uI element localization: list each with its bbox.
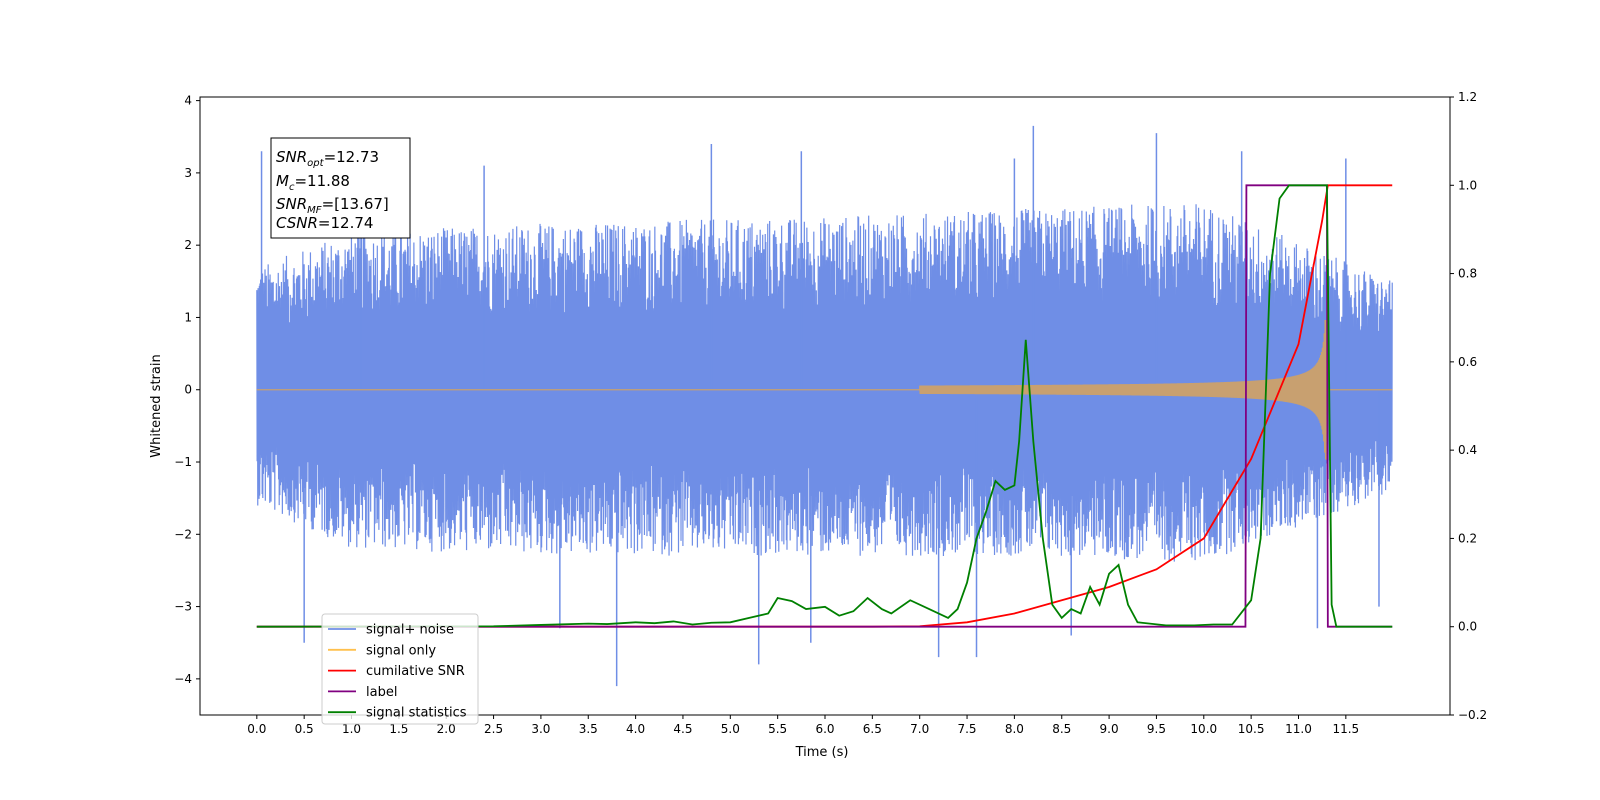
legend-label: signal statistics <box>366 706 467 721</box>
x-tick-label: 6.0 <box>815 722 834 736</box>
y-tick-label-right: 0.2 <box>1458 531 1477 545</box>
x-tick-label: 7.5 <box>957 722 976 736</box>
y-tick-label-right: 0.8 <box>1458 267 1477 281</box>
annotation-line-snr-mf: SNRMF=[13.67] <box>276 195 389 216</box>
y-tick-label-right: 0.4 <box>1458 443 1477 457</box>
y-tick-label-right: 0.0 <box>1458 620 1477 634</box>
y-tick-label-left: 0 <box>184 383 192 397</box>
metrics-annotation: SNRopt=12.73 Mc=11.88 SNRMF=[13.67] CSNR… <box>270 137 411 239</box>
y-axis-label-left: Whitened strain <box>149 354 164 457</box>
annotation-line-snr-opt: SNRopt=12.73 <box>276 148 379 169</box>
x-ticks: 0.0 0.5 1.0 1.5 2.0 2.5 3.0 3.5 4.0 4.5 5.0 5.5 6.0 6… <box>247 715 1359 736</box>
x-tick-label: 8.0 <box>1005 722 1024 736</box>
y-tick-label-left: 4 <box>184 94 192 108</box>
y-tick-label-right: 0.6 <box>1458 355 1477 369</box>
y-tick-label-left: 1 <box>184 310 192 324</box>
y-tick-label-left: 2 <box>184 238 192 252</box>
x-tick-label: 1.5 <box>389 722 408 736</box>
legend: signal+ noise signal only cumilative SNR la… <box>321 613 479 725</box>
annotation-line-mc: Mc=11.88 <box>276 172 350 193</box>
x-tick-label: 5.5 <box>768 722 787 736</box>
y-tick-label-left: 3 <box>184 166 192 180</box>
x-tick-label: 3.5 <box>579 722 598 736</box>
y-tick-label-left: −1 <box>174 455 192 469</box>
series-signal-statistics <box>256 184 1393 628</box>
series-signal-only <box>256 319 1393 460</box>
legend-label: signal only <box>366 643 436 658</box>
x-tick-label: 1.0 <box>342 722 361 736</box>
annotation-line-csnr: CSNR=12.74 <box>276 214 373 232</box>
x-tick-label: 10.0 <box>1190 722 1217 736</box>
y-tick-label-left: −3 <box>174 600 192 614</box>
x-tick-label: 9.0 <box>1100 722 1119 736</box>
x-tick-label: 10.5 <box>1238 722 1265 736</box>
x-tick-label: 0.5 <box>295 722 314 736</box>
x-tick-label: 4.0 <box>626 722 645 736</box>
series-layer <box>256 125 1393 687</box>
x-tick-label: 9.5 <box>1147 722 1166 736</box>
x-tick-label: 11.5 <box>1332 722 1359 736</box>
x-tick-label: 6.5 <box>863 722 882 736</box>
series-signal-noise <box>256 204 1393 562</box>
y-tick-label-right: −0.2 <box>1458 708 1487 722</box>
x-tick-label: 2.0 <box>437 722 456 736</box>
y-ticks-right: 1.2 1.0 0.8 0.6 0.4 0.2 0.0 −0.2 <box>1450 90 1487 722</box>
x-tick-label: 5.0 <box>721 722 740 736</box>
x-tick-label: 4.5 <box>673 722 692 736</box>
legend-label: cumilative SNR <box>366 664 465 679</box>
y-tick-label-right: 1.2 <box>1458 90 1477 104</box>
y-tick-label-left: −4 <box>174 672 192 686</box>
x-tick-label: 11.0 <box>1285 722 1312 736</box>
x-tick-label: 8.5 <box>1052 722 1071 736</box>
y-ticks-left: 4 3 2 1 0 −1 −2 −3 −4 <box>174 94 200 686</box>
x-tick-label: 2.5 <box>484 722 503 736</box>
legend-label: label <box>366 685 397 700</box>
y-tick-label-right: 1.0 <box>1458 178 1477 192</box>
legend-label: signal+ noise <box>366 623 454 638</box>
x-tick-label: 7.0 <box>910 722 929 736</box>
x-tick-label: 0.0 <box>247 722 266 736</box>
series-cumilative-snr <box>256 184 1393 628</box>
x-tick-label: 3.0 <box>531 722 550 736</box>
x-axis-label: Time (s) <box>795 745 849 760</box>
y-tick-label-left: −2 <box>174 527 192 541</box>
